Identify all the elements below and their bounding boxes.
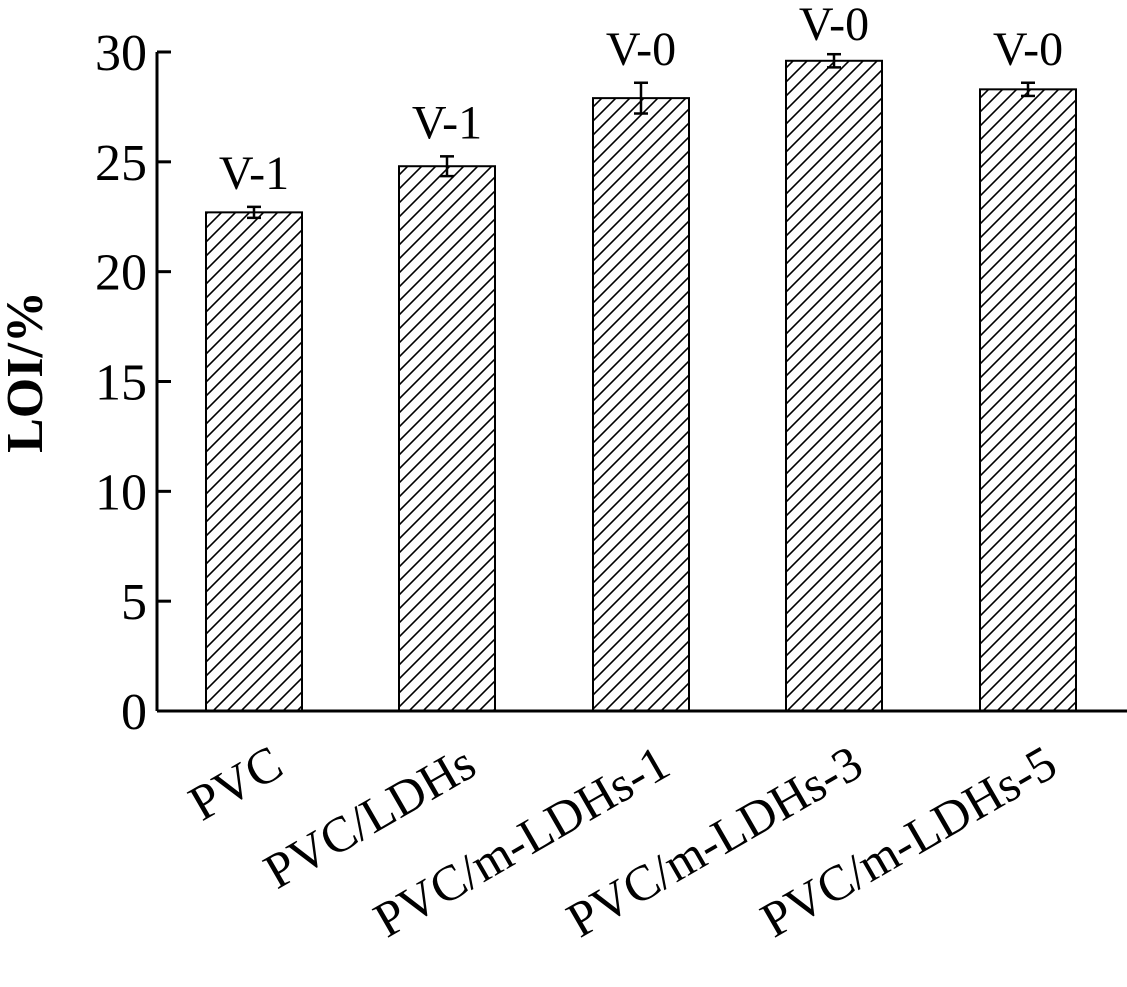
rating-labels-group: V-1 V-1 V-0 V-0 V-0 (219, 0, 1063, 200)
ul94-rating-label: V-1 (412, 96, 482, 149)
category-label: PVC (179, 734, 291, 831)
y-tick-label: 20 (95, 245, 147, 302)
bar (592, 97, 690, 712)
bar (979, 88, 1077, 713)
bars-group (205, 59, 1077, 713)
ul94-rating-label: V-1 (219, 147, 289, 200)
y-tick-label: 25 (95, 135, 147, 192)
category-labels-group: PVCPVC/LDHsPVC/m-LDHs-1PVC/m-LDHs-3PVC/m… (179, 734, 1065, 948)
ul94-rating-label: V-0 (799, 0, 869, 51)
bar (785, 59, 883, 712)
y-tick-label: 0 (121, 684, 147, 741)
bar (205, 211, 303, 713)
error-bars-group (247, 52, 1035, 220)
ul94-rating-label: V-0 (606, 23, 676, 76)
y-tick-label: 10 (95, 464, 147, 521)
bar (398, 165, 496, 712)
y-axis-title: LOI/% (0, 291, 54, 453)
y-tick-label: 30 (95, 25, 147, 82)
y-axis-ticks: 0 5 10 15 20 25 30 (95, 25, 171, 741)
ul94-rating-label: V-0 (993, 23, 1063, 76)
y-tick-label: 5 (121, 574, 147, 631)
y-tick-label: 15 (95, 355, 147, 412)
